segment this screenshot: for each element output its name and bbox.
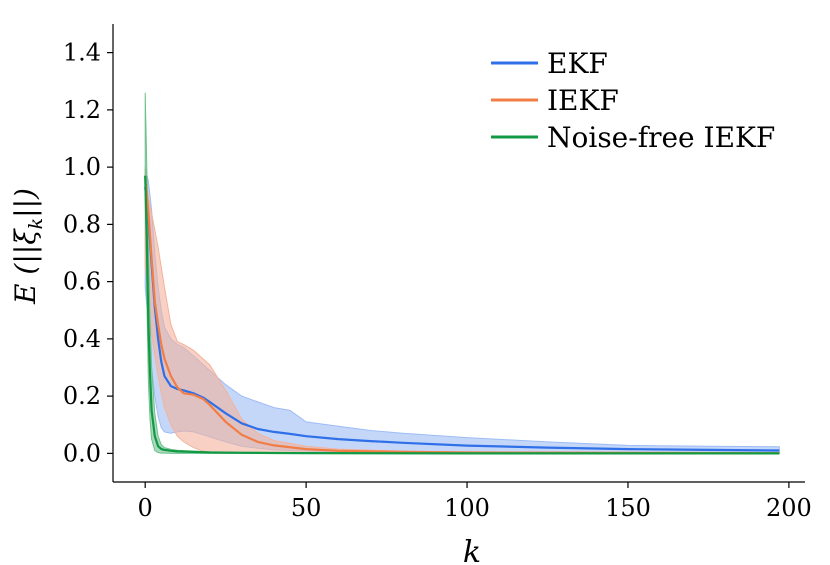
y-tick-label: 0.2 bbox=[63, 382, 101, 410]
x-axis-label: k bbox=[463, 535, 481, 565]
x-tick-label: 100 bbox=[444, 494, 490, 522]
y-tick-label: 0.8 bbox=[63, 210, 101, 238]
legend-label-noise-free-iekf: Noise-free IEKF bbox=[547, 121, 775, 154]
y-ticks: 0.0 0.2 0.4 0.6 0.8 1.0 1.2 1.4 bbox=[63, 39, 113, 467]
legend-label-ekf: EKF bbox=[547, 47, 608, 80]
legend-label-iekf: IEKF bbox=[547, 84, 619, 117]
noise-free-iekf-line bbox=[144, 175, 780, 455]
series-lines bbox=[144, 175, 780, 455]
y-tick-label: 0.0 bbox=[63, 439, 101, 467]
legend: EKF IEKF Noise-free IEKF bbox=[491, 47, 775, 154]
y-axis-label: E (||ξk||) bbox=[9, 188, 47, 305]
x-tick-label: 150 bbox=[605, 494, 651, 522]
x-tick-label: 50 bbox=[291, 494, 322, 522]
y-axis-label-subscript: k bbox=[25, 218, 47, 230]
ekf-band bbox=[144, 166, 780, 454]
x-tick-label: 0 bbox=[138, 494, 153, 522]
y-tick-label: 0.6 bbox=[63, 268, 101, 296]
x-tick-label: 200 bbox=[766, 494, 812, 522]
y-tick-label: 0.4 bbox=[63, 325, 101, 353]
y-axis-label-tail: ||) bbox=[9, 188, 42, 218]
iekf-line bbox=[144, 175, 780, 455]
ekf-line bbox=[144, 187, 780, 452]
y-axis-label-main: E (||ξ bbox=[9, 228, 42, 305]
y-tick-label: 1.2 bbox=[63, 96, 101, 124]
y-tick-label: 1.0 bbox=[63, 153, 101, 181]
y-tick-label: 1.4 bbox=[63, 39, 101, 67]
x-ticks: 0 50 100 150 200 bbox=[138, 482, 812, 522]
